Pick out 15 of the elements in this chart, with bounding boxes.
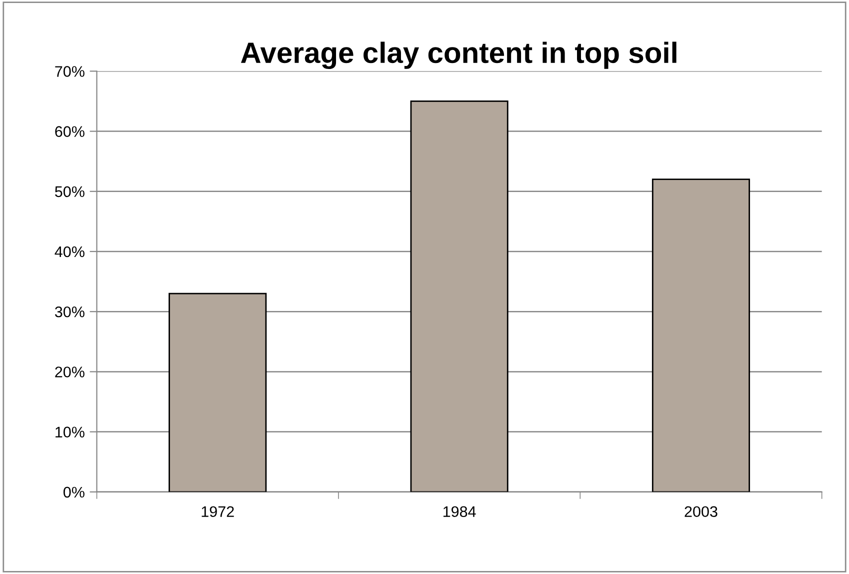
bar (168, 292, 267, 492)
y-tick-label: 0% (63, 486, 84, 498)
y-tick-label: 40% (54, 246, 84, 258)
chart-title: Average clay content in top soil (240, 42, 676, 70)
y-tick-label: 60% (55, 126, 84, 137)
x-tick-label: 2003 (684, 506, 718, 518)
x-tick-label: 1972 (202, 506, 234, 518)
bar (410, 100, 508, 492)
y-tick-label: 70% (55, 66, 84, 77)
y-tick-label: 50% (55, 186, 84, 198)
x-tick-label: 1984 (443, 506, 476, 518)
bar (652, 178, 750, 492)
y-tick-label: 20% (55, 366, 84, 378)
y-tick-label: 30% (54, 306, 84, 318)
y-tick-label: 10% (56, 426, 84, 438)
